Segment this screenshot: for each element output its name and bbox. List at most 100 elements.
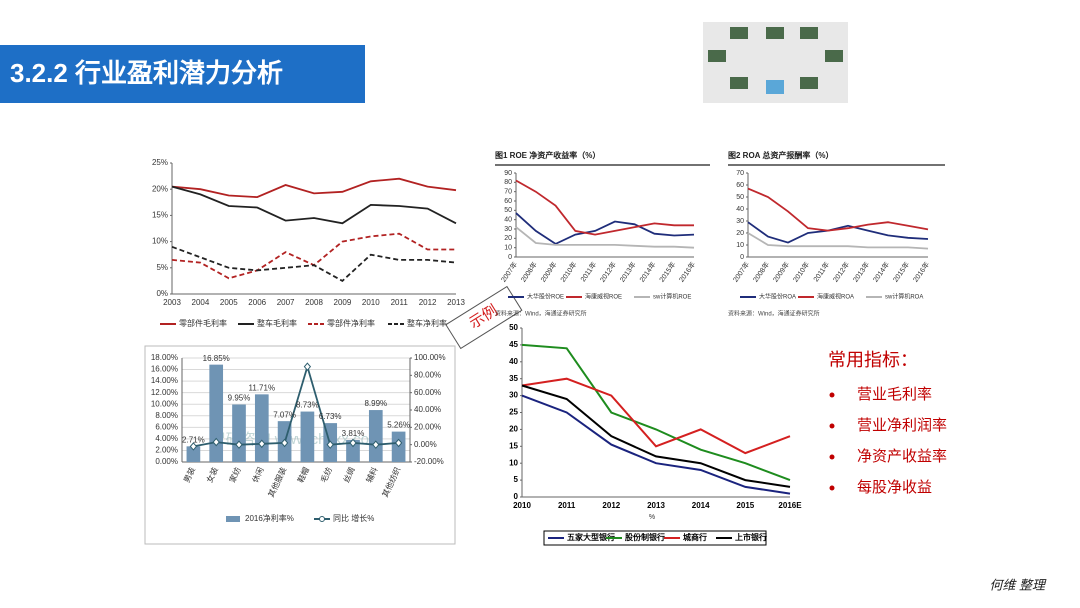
chart-title: 图2 ROA 总资产报酬率（%） bbox=[728, 150, 834, 160]
data-label: 9.95% bbox=[228, 394, 251, 403]
y-tick-label: 5 bbox=[514, 475, 519, 484]
legend-box bbox=[543, 530, 767, 546]
y-tick-label: 25% bbox=[152, 158, 168, 167]
series-line bbox=[515, 212, 695, 245]
legend-label: 同比 增长% bbox=[333, 513, 374, 523]
x-tick-label: 2013年 bbox=[617, 260, 637, 284]
point bbox=[258, 439, 266, 449]
y-tick-label: 80 bbox=[504, 179, 512, 186]
point bbox=[303, 362, 312, 371]
y-tick-label: 20 bbox=[736, 230, 744, 237]
y-tick-label: 50 bbox=[504, 207, 512, 214]
legend-label: 整车毛利率 bbox=[257, 318, 297, 328]
x-tick-label: 其他纺织 bbox=[380, 466, 403, 499]
bar bbox=[368, 410, 383, 462]
x-tick-label: 2011年 bbox=[811, 260, 831, 283]
point bbox=[349, 438, 357, 448]
x-tick-label: 2009 bbox=[334, 298, 352, 307]
bullet bbox=[829, 485, 835, 491]
y-tick-label: 14.00% bbox=[151, 376, 178, 385]
x-tick-label: 2005 bbox=[220, 298, 238, 307]
indicator-item: 营业毛利率 bbox=[857, 386, 932, 403]
point bbox=[394, 438, 403, 448]
data-label: 7.07% bbox=[273, 410, 296, 419]
y-tick-label: 15 bbox=[509, 441, 518, 450]
x-tick-label: 2012年 bbox=[831, 260, 851, 284]
legend-label: sw计算机ROA bbox=[885, 293, 923, 301]
y2-tick-label: 60.00% bbox=[414, 388, 441, 397]
series-line bbox=[747, 187, 929, 232]
source: 资料来源：Wind，海通证券研究所 bbox=[495, 310, 587, 318]
y-tick-label: 25 bbox=[509, 408, 518, 417]
point bbox=[212, 437, 220, 447]
y-tick-label: 2.00% bbox=[155, 446, 178, 455]
chart-frame bbox=[144, 345, 456, 545]
series-line bbox=[515, 226, 695, 249]
legend-label: 大华股份ROE bbox=[527, 293, 564, 301]
series-line bbox=[171, 177, 457, 199]
y-tick-label: 60 bbox=[736, 182, 744, 189]
legend-label: sw计算机ROE bbox=[653, 293, 691, 301]
x-tick-label: 2015 bbox=[736, 501, 754, 510]
indicator-heading: 常用指标： bbox=[828, 350, 918, 370]
y-tick-label: 15% bbox=[152, 211, 168, 220]
y-tick-label: 10 bbox=[504, 245, 512, 252]
point bbox=[189, 442, 198, 451]
indicator-item: 营业净利润率 bbox=[857, 417, 947, 434]
y-tick-label: 16.00% bbox=[151, 365, 178, 374]
series-line bbox=[521, 343, 791, 482]
footer: 何维 整理 bbox=[989, 577, 1047, 592]
legend-label: 五家大型银行 bbox=[567, 532, 615, 542]
x-tick-label: 2007 bbox=[277, 298, 295, 307]
legend-label: 城商行 bbox=[683, 532, 707, 542]
bar bbox=[186, 446, 201, 462]
y-tick-label: 5% bbox=[156, 263, 168, 272]
x-tick-label: 其他服装 bbox=[266, 466, 289, 499]
x-tick-label: 2008年 bbox=[751, 260, 771, 284]
y-tick-label: 70 bbox=[736, 170, 744, 177]
y-tick-label: 90 bbox=[504, 170, 512, 177]
y-tick-label: 0 bbox=[514, 492, 519, 501]
y-tick-label: 30 bbox=[736, 218, 744, 225]
series-line bbox=[515, 179, 694, 236]
x-tick-label: 2015年 bbox=[657, 260, 677, 284]
x-tick-label: 男装 bbox=[181, 466, 197, 485]
x-tick-label: 鞋帽 bbox=[295, 466, 311, 485]
series-line bbox=[747, 221, 929, 244]
y-tick-label: 40 bbox=[509, 357, 518, 366]
legend-marker bbox=[319, 516, 325, 522]
y-tick-label: 0 bbox=[740, 254, 744, 261]
data-label: 6.73% bbox=[319, 412, 342, 421]
indicator-item: 净资产收益率 bbox=[857, 448, 947, 465]
x-tick-label: 2010年 bbox=[791, 260, 811, 284]
x-tick-label: 2010 bbox=[513, 501, 531, 510]
y-tick-label: 50 bbox=[736, 194, 744, 201]
x-tick-label: 2012年 bbox=[598, 260, 618, 284]
y-tick-label: 12.00% bbox=[151, 388, 178, 397]
x-tick-label: 2004 bbox=[192, 298, 210, 307]
x-tick-label: 休闲 bbox=[250, 466, 266, 485]
x-tick-label: 毛纺 bbox=[318, 466, 334, 485]
legend-label: 海康威视ROA bbox=[817, 293, 854, 301]
y-tick-label: 4.00% bbox=[155, 434, 178, 443]
x-tick-label: 2008 bbox=[305, 298, 323, 307]
legend-label: 整车净利率 bbox=[407, 318, 447, 328]
x-tick-label: 2010 bbox=[362, 298, 380, 307]
x-tick-label: 2013年 bbox=[851, 260, 871, 284]
title-bar bbox=[0, 45, 365, 103]
thumbnail bbox=[703, 22, 848, 103]
x-tick-label: 辅料 bbox=[364, 466, 380, 485]
y-tick-label: 10% bbox=[152, 237, 168, 246]
y-tick-label: 30 bbox=[504, 226, 512, 233]
series-line bbox=[171, 232, 456, 280]
y-tick-label: 10 bbox=[509, 458, 518, 467]
x-tick-label: 2016E bbox=[778, 501, 802, 510]
x-tick-label: 2012 bbox=[602, 501, 620, 510]
point bbox=[235, 440, 243, 449]
data-label: 8.73% bbox=[296, 401, 319, 410]
legend-label: 上市银行 bbox=[735, 532, 767, 542]
y-tick-label: 10.00% bbox=[151, 399, 178, 408]
bullet bbox=[829, 392, 835, 398]
x-tick-label: 2012 bbox=[419, 298, 437, 307]
